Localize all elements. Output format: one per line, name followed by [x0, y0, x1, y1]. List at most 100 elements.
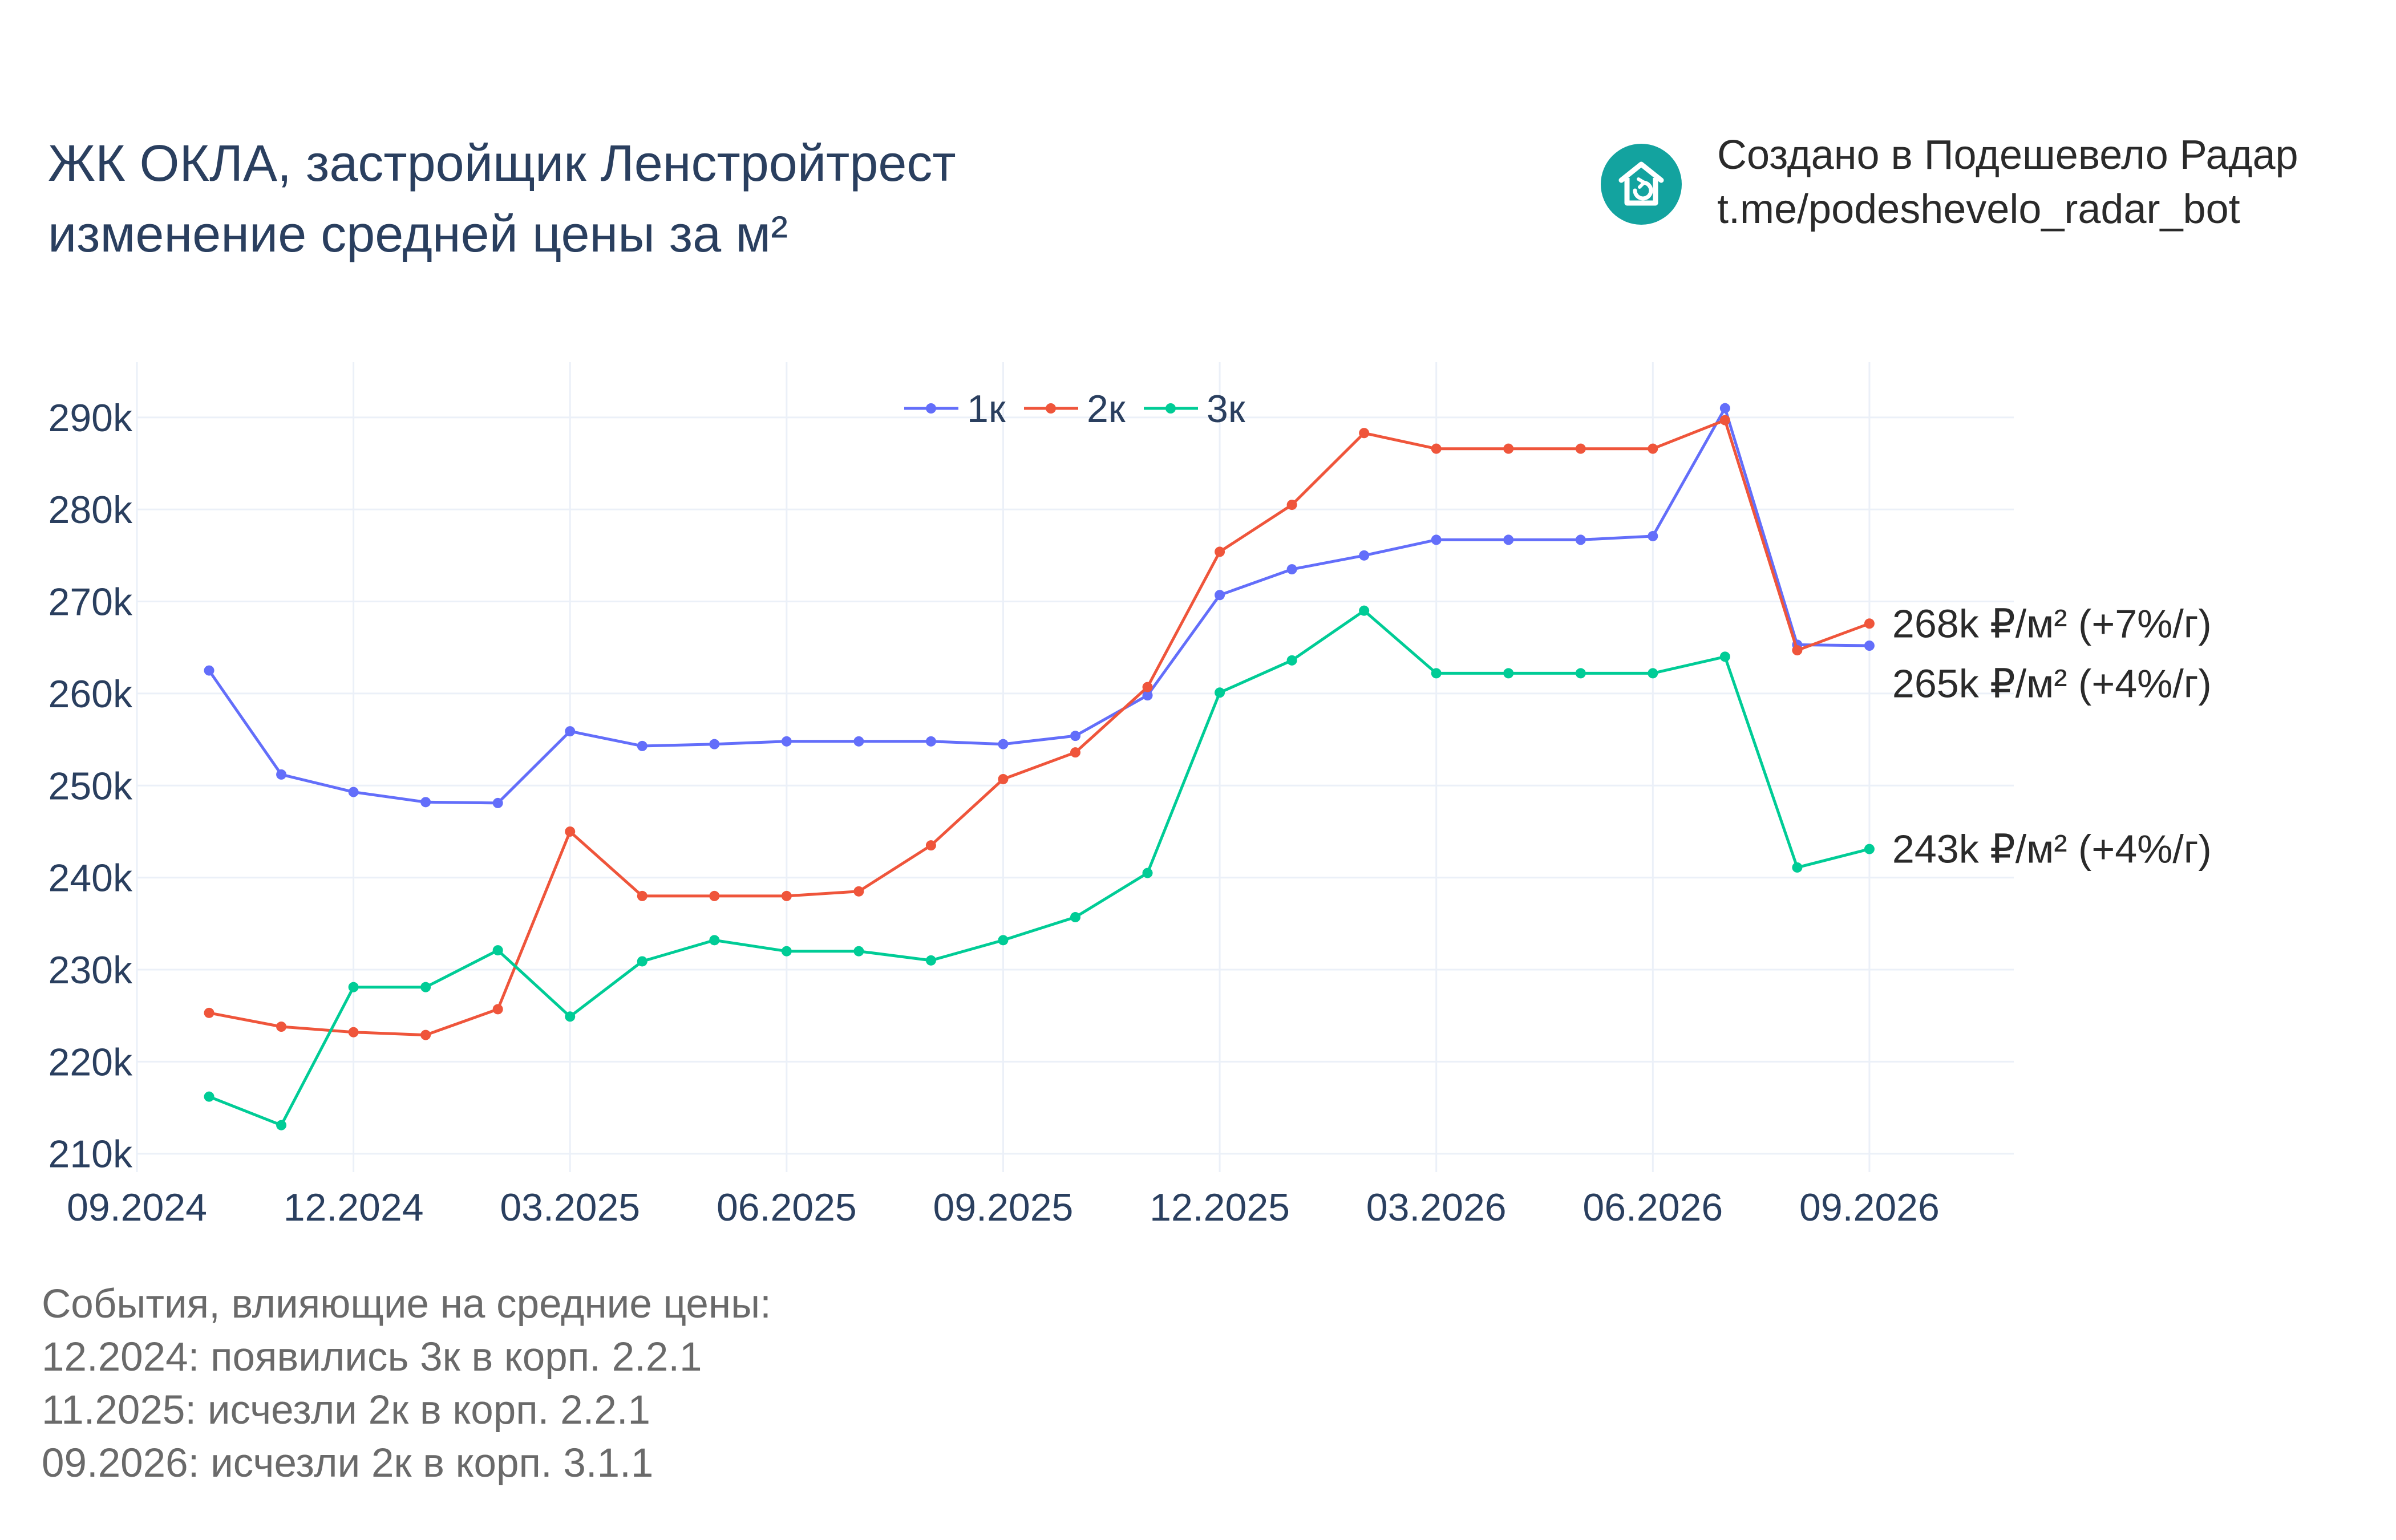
data-point	[1286, 564, 1297, 575]
data-point	[1864, 618, 1875, 629]
series-end-label: 243k ₽/м² (+4%/г)	[1892, 827, 2212, 872]
data-point	[781, 736, 792, 747]
data-point	[1503, 534, 1514, 545]
x-tick-label: 06.2025	[717, 1186, 857, 1229]
data-point	[420, 982, 431, 992]
data-point	[1431, 443, 1442, 454]
y-tick-label: 280k	[48, 488, 133, 532]
data-point	[1431, 534, 1442, 545]
data-point	[1215, 687, 1225, 698]
data-point	[1142, 682, 1153, 692]
data-point	[1648, 443, 1658, 454]
data-point	[1070, 912, 1080, 923]
data-point	[204, 665, 214, 676]
y-tick-label: 260k	[48, 672, 133, 716]
data-point	[348, 1027, 359, 1038]
data-point	[1575, 668, 1586, 679]
x-tick-label: 06.2026	[1583, 1186, 1723, 1229]
data-point	[1359, 605, 1370, 616]
data-point	[1575, 534, 1586, 545]
data-point	[998, 773, 1009, 784]
data-point	[998, 935, 1009, 946]
data-point	[1286, 655, 1297, 666]
data-point	[1719, 415, 1730, 425]
data-point	[1215, 546, 1225, 557]
x-tick-label: 03.2026	[1366, 1186, 1507, 1229]
data-point	[565, 1011, 576, 1022]
x-tick-label: 09.2025	[933, 1186, 1074, 1229]
data-point	[637, 890, 647, 901]
data-point	[1719, 403, 1730, 414]
series-line	[209, 419, 1870, 1037]
legend-item: 1к	[904, 387, 1006, 431]
y-tick-label: 220k	[48, 1040, 133, 1084]
data-point	[637, 740, 647, 751]
x-tick-label: 09.2024	[67, 1186, 207, 1229]
series-end-label: 265k ₽/м² (+4%/г)	[1892, 661, 2212, 706]
y-tick-label: 230k	[48, 949, 133, 992]
series-end-label: 268k ₽/м² (+7%/г)	[1892, 601, 2212, 646]
y-tick-label: 290k	[48, 396, 133, 440]
legend-marker	[926, 403, 936, 414]
chart-title: ЖК ОКЛА, застройщик Ленстройтрест измене…	[48, 128, 956, 270]
data-point	[1142, 868, 1153, 878]
legend-label: 2к	[1087, 387, 1126, 431]
data-point	[1503, 668, 1514, 679]
data-point	[492, 1004, 503, 1015]
x-tick-label: 09.2026	[1799, 1186, 1940, 1229]
data-point	[1431, 668, 1442, 679]
data-point	[565, 826, 576, 837]
data-point	[1142, 690, 1153, 701]
data-point	[1792, 862, 1803, 873]
data-point	[1719, 651, 1730, 662]
data-point	[1215, 590, 1225, 601]
data-point	[492, 945, 503, 956]
data-point	[1648, 530, 1658, 541]
legend-marker	[1046, 403, 1056, 414]
data-point	[1575, 443, 1586, 454]
legend-label: 3к	[1207, 387, 1246, 431]
data-point	[781, 946, 792, 957]
data-point	[709, 890, 720, 901]
data-point	[565, 726, 576, 737]
event-item: 12.2024: появились 3к в корп. 2.2.1	[42, 1335, 702, 1380]
data-point	[276, 1022, 287, 1032]
data-point	[492, 797, 503, 808]
data-point	[1792, 645, 1803, 656]
data-point	[709, 935, 720, 946]
brand-line-1: Создано в Подешевело Радар	[1717, 132, 2298, 178]
data-point	[1359, 428, 1370, 439]
data-point	[1864, 844, 1875, 854]
legend-item: 3к	[1144, 387, 1246, 431]
data-point	[348, 787, 359, 797]
data-point	[709, 739, 720, 749]
data-point	[348, 982, 359, 992]
series-line	[208, 407, 1869, 805]
data-point	[1359, 550, 1370, 561]
data-point	[1286, 500, 1297, 510]
y-tick-label: 270k	[48, 581, 133, 624]
x-tick-label: 12.2024	[284, 1186, 424, 1229]
data-point	[637, 956, 647, 967]
title-line-2: изменение средней цены за м²	[48, 206, 788, 263]
house-icon	[1601, 144, 1682, 225]
data-point	[925, 840, 936, 851]
brand-credit: Создано в Подешевело Радар t.me/podeshev…	[1717, 128, 2298, 237]
data-point	[853, 946, 864, 957]
data-point	[1503, 443, 1514, 454]
data-point	[420, 1030, 431, 1040]
legend: 1к 2к 3к	[904, 387, 1246, 431]
series-line	[208, 609, 1870, 1127]
data-point	[276, 1120, 287, 1130]
legend-item: 2к	[1024, 387, 1126, 431]
data-point	[925, 955, 936, 966]
event-item: 11.2025: исчезли 2к в корп. 2.2.1	[42, 1388, 651, 1433]
events-heading: События, влияющие на средние цены:	[42, 1282, 771, 1327]
data-point	[420, 797, 431, 808]
data-point	[853, 886, 864, 897]
data-point	[998, 739, 1009, 749]
data-point	[781, 890, 792, 901]
data-point	[276, 769, 287, 780]
brand-line-2[interactable]: t.me/podeshevelo_radar_bot	[1717, 187, 2240, 232]
